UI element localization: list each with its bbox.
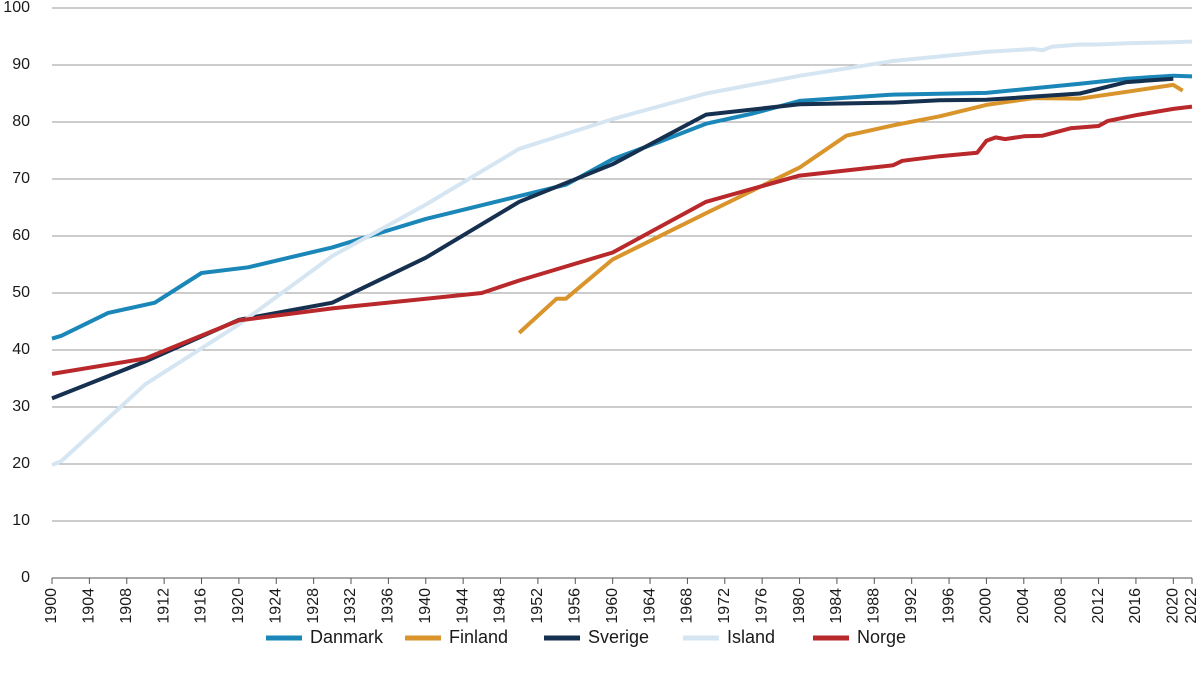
x-tick-label: 1968 bbox=[679, 588, 696, 624]
x-tick-label: 1980 bbox=[791, 588, 808, 624]
x-tick-label: 2012 bbox=[1090, 588, 1107, 624]
x-tick-label: 1904 bbox=[81, 588, 98, 624]
x-tick-label: 1972 bbox=[716, 588, 733, 624]
y-tick-label: 50 bbox=[12, 284, 30, 301]
legend-label: Sverige bbox=[588, 627, 649, 647]
legend-label: Island bbox=[727, 627, 775, 647]
y-tick-label: 40 bbox=[12, 341, 30, 358]
x-tick-label: 1996 bbox=[940, 588, 957, 624]
x-tick-label: 1928 bbox=[305, 588, 322, 624]
x-tick-label: 1912 bbox=[155, 588, 172, 624]
x-tick-label: 1960 bbox=[604, 588, 621, 624]
y-tick-label: 30 bbox=[12, 398, 30, 415]
y-tick-label: 90 bbox=[12, 56, 30, 73]
x-tick-label: 2020 bbox=[1165, 588, 1182, 624]
x-tick-label: 1992 bbox=[903, 588, 920, 624]
x-tick-label: 2008 bbox=[1052, 588, 1069, 624]
y-tick-label: 20 bbox=[12, 455, 30, 472]
x-tick-label: 1916 bbox=[193, 588, 210, 624]
x-tick-label: 1932 bbox=[342, 588, 359, 624]
x-tick-label: 1908 bbox=[118, 588, 135, 624]
x-tick-label: 2016 bbox=[1127, 588, 1144, 624]
series-line bbox=[51, 76, 1174, 401]
x-tick-label: 1952 bbox=[529, 588, 546, 624]
x-tick-label: 1964 bbox=[641, 588, 658, 624]
x-tick-label: 2000 bbox=[978, 588, 995, 624]
y-tick-label: 80 bbox=[12, 113, 30, 130]
x-tick-label: 1988 bbox=[866, 588, 883, 624]
x-tick-label: 2022 bbox=[1183, 588, 1200, 624]
legend-label: Danmark bbox=[310, 627, 384, 647]
x-tick-label: 1924 bbox=[267, 588, 284, 624]
y-tick-label: 100 bbox=[3, 0, 30, 16]
x-tick-label: 1920 bbox=[230, 588, 247, 624]
legend-label: Finland bbox=[449, 627, 508, 647]
x-tick-label: 1944 bbox=[454, 588, 471, 624]
x-tick-label: 1948 bbox=[492, 588, 509, 624]
y-tick-label: 60 bbox=[12, 227, 30, 244]
x-tick-label: 1956 bbox=[566, 588, 583, 624]
series-line bbox=[51, 104, 1193, 376]
x-tick-label: 1936 bbox=[380, 588, 397, 624]
y-tick-label: 70 bbox=[12, 170, 30, 187]
legend-label: Norge bbox=[857, 627, 906, 647]
y-tick-label: 10 bbox=[12, 512, 30, 529]
x-tick-label: 1984 bbox=[828, 588, 845, 624]
series-line bbox=[517, 82, 1184, 335]
x-tick-label: 1976 bbox=[753, 588, 770, 624]
y-tick-label: 0 bbox=[21, 569, 30, 586]
series-line bbox=[51, 39, 1193, 467]
x-tick-label: 2004 bbox=[1015, 588, 1032, 624]
x-tick-label: 1900 bbox=[43, 588, 60, 624]
series-line bbox=[51, 73, 1193, 341]
x-tick-label: 1940 bbox=[417, 588, 434, 624]
